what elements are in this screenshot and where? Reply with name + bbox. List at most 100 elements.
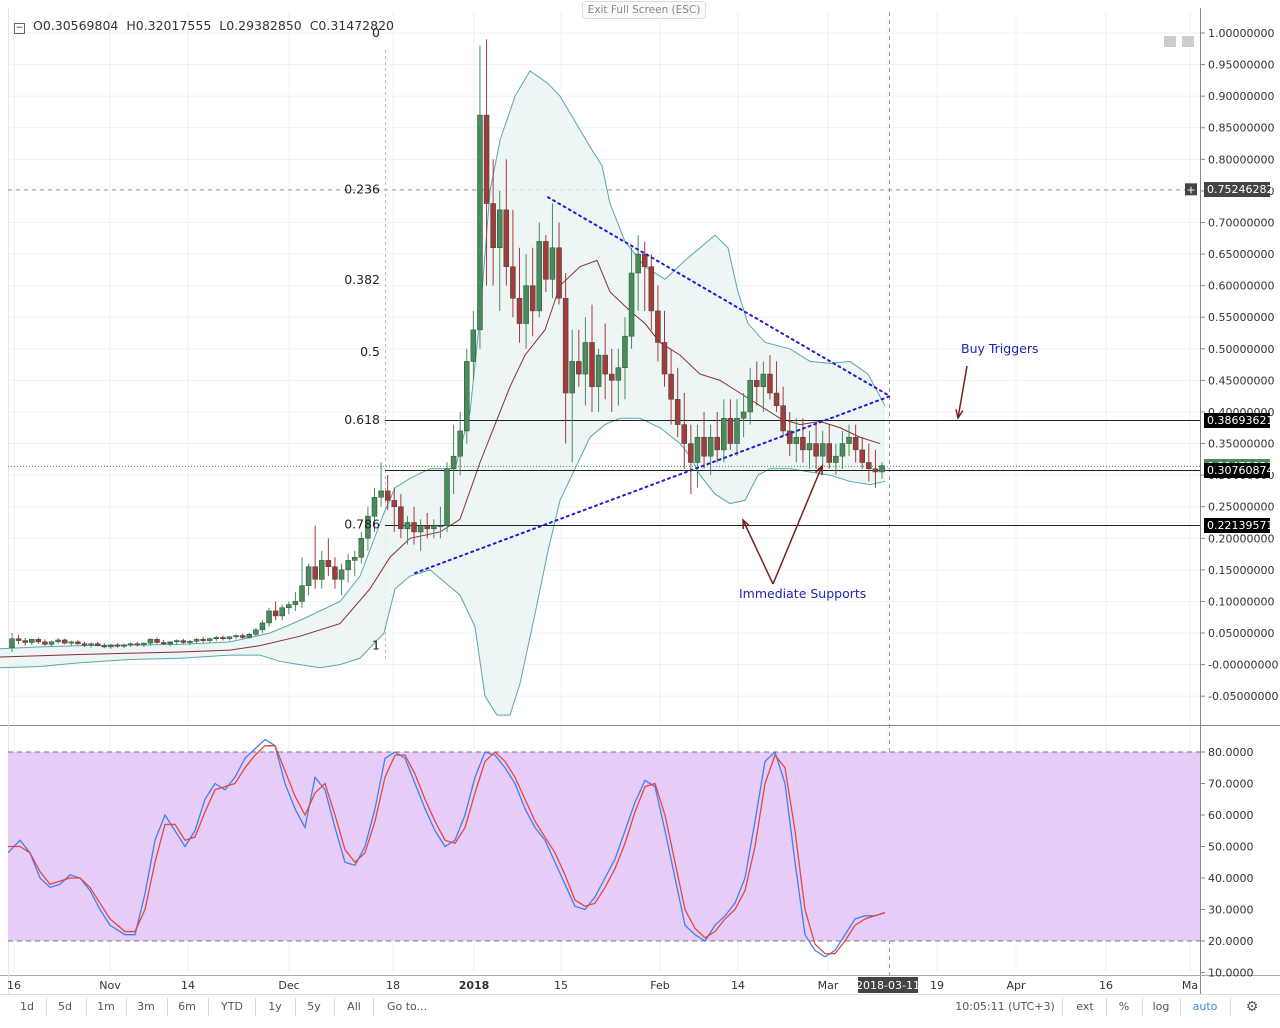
candle-body [312,566,318,580]
bollinger-lower [0,417,886,716]
range-5y-button[interactable]: 5y [307,1000,321,1013]
candle-body [266,610,272,624]
candle-body [101,645,108,648]
candle-body [661,342,668,375]
crosshair-plus-glyph: + [1186,183,1195,196]
candle-body [391,500,398,507]
candle-body [259,622,266,631]
exit-fullscreen-button[interactable]: Exit Full Screen (ESC) [582,1,706,19]
fib-label: 1 [372,638,380,653]
fib-label: 0.618 [344,412,380,427]
candle-body [707,436,714,457]
candle-body [424,525,430,530]
toolbar-divider [1230,998,1231,1016]
candle-body [398,506,404,530]
toolbar-divider [86,998,87,1016]
candle-body [800,436,806,451]
range-1d-button[interactable]: 1d [20,1000,34,1013]
osc-tick-label: 20.0000 [1208,935,1254,948]
candle-body [721,418,727,451]
candle-body [35,639,42,643]
range-1y-button[interactable]: 1y [268,1000,282,1013]
auto-toggle[interactable]: auto [1192,1000,1218,1013]
bollinger-middle [0,259,881,658]
range-3m-button[interactable]: 3m [137,1000,155,1013]
candle-body [134,643,140,646]
range-all-button[interactable]: All [347,1000,361,1013]
ohlc-close: C0.31472820 [309,18,394,33]
candle-body [628,272,635,337]
log-toggle[interactable]: log [1152,1000,1170,1013]
settings-icon [1182,36,1194,47]
candle-body [740,411,747,419]
percent-toggle[interactable]: % [1118,1000,1130,1013]
candle-body [88,643,94,646]
fib-label: 0.382 [344,272,380,287]
price-axis: 1.00000000 0.95000000 0.90000000 0.85000000… [1164,27,1278,703]
candle-body [490,203,496,248]
trendline [414,395,891,575]
candle-body [279,607,285,617]
range-1m-button[interactable]: 1m [97,1000,115,1013]
osc-tick-label: 50.0000 [1208,841,1254,854]
range-ytd-button[interactable]: YTD [221,1000,243,1013]
candle-body [292,601,299,605]
candle-body [338,569,345,580]
stoch-band-fill [8,752,1200,941]
stoch-k-line [7,738,886,958]
osc-tick-label: 70.0000 [1208,778,1254,791]
time-tick-label: 2018 [459,979,490,992]
time-tick-label: Dec [278,979,299,992]
price-tick-label: 0.20000000 [1208,532,1274,545]
candle-body [9,638,15,648]
candle-body [75,641,81,645]
settings-gear-icon[interactable]: ⚙ [1245,999,1259,1015]
candle-body [286,604,292,609]
price-tick-label: 0.10000000 [1208,595,1274,608]
candle-body [411,522,417,533]
price-label-box [1204,413,1270,428]
trendlines [414,196,891,575]
bollinger-upper [0,70,886,650]
candle-body [417,525,424,533]
candle-body [253,629,259,635]
candle-body [543,241,549,280]
fib-label: 0 [372,25,380,40]
candle-body [510,266,516,299]
candle-body [852,436,859,451]
price-tick-label: 1.00000000 [1208,27,1274,40]
time-tick-label: 14 [181,979,195,992]
candle-body [200,639,206,641]
time-tick-label: 15 [554,979,568,992]
arrow-buy-trigger-head [955,409,964,420]
ohlc-high: H0.32017555 [126,18,212,33]
candle-body [127,643,134,646]
range-5d-button[interactable]: 5d [58,1000,72,1013]
candle-body [773,392,780,406]
candle-body [141,642,147,646]
fib-label: 0.236 [344,182,380,197]
candle-body [299,585,305,602]
goto-button[interactable]: Go to... [386,1000,428,1013]
candle-body [747,380,753,413]
range-6m-button[interactable]: 6m [178,1000,196,1013]
ohlc-open: O0.30569804 [32,18,119,33]
fib-label: 0.5 [360,344,380,359]
candle-body [22,640,28,643]
candle-body [464,361,470,432]
collapse-icon[interactable]: − [14,23,25,34]
price-label-box [1204,518,1270,533]
price-tick-label: 0.50000000 [1208,343,1274,356]
price-tick-label: 0.15000000 [1208,564,1274,577]
ext-toggle[interactable]: ext [1076,1000,1094,1013]
candlestick-series [9,39,885,652]
crosshair-plus-icon [1185,183,1197,196]
candle-body [589,342,595,387]
candle-body [371,496,378,517]
price-tick-label: 0.90000000 [1208,90,1274,103]
candle-body [846,436,852,444]
candle-body [384,490,391,501]
candle-body [536,241,543,312]
